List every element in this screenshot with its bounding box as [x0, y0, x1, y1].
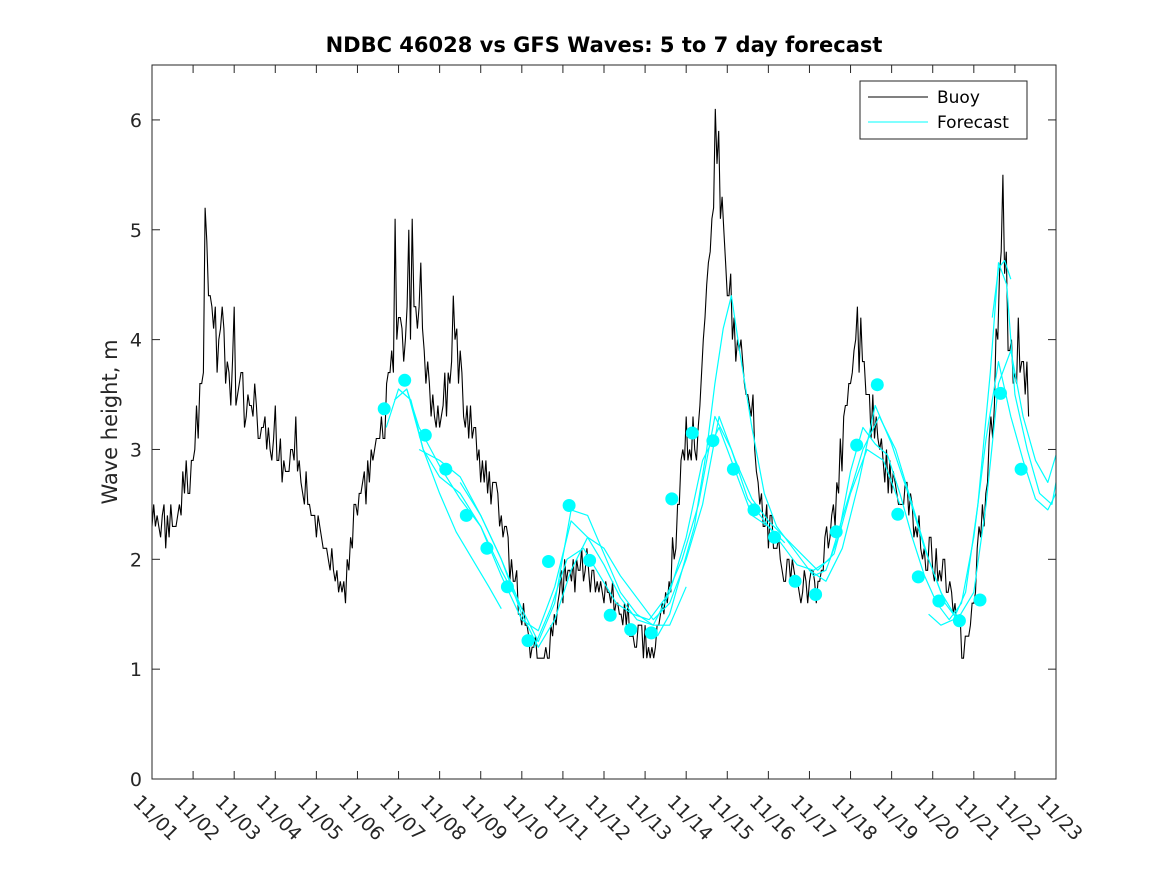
forecast-line-9 — [991, 259, 1012, 318]
y-tick-label: 6 — [130, 110, 142, 132]
forecast-point — [891, 507, 905, 521]
y-axis-label: Wave height, m — [98, 339, 122, 504]
legend-box — [859, 80, 1028, 140]
chart-title: NDBC 46028 vs GFS Waves: 5 to 7 day fore… — [326, 33, 883, 57]
forecast-line-7 — [809, 350, 1057, 621]
forecast-point — [418, 428, 432, 442]
y-tick-label: 3 — [130, 439, 142, 461]
forecast-point — [480, 541, 494, 555]
plot-frame — [151, 64, 1057, 780]
legend-buoy-label: Buoy — [937, 88, 980, 108]
buoy-series — [151, 108, 1030, 659]
forecast-point — [973, 593, 987, 607]
forecast-point — [439, 462, 453, 476]
forecast-point — [685, 426, 699, 440]
forecast-point — [809, 588, 823, 601]
forecast-point — [994, 386, 1007, 400]
forecast-point — [583, 553, 597, 567]
forecast-point — [521, 634, 535, 648]
forecast-point — [624, 623, 638, 637]
y-tick-label: 5 — [130, 220, 142, 242]
forecast-point — [644, 626, 658, 640]
axis-ticks — [151, 65, 1057, 780]
forecast-point — [377, 402, 391, 416]
forecast-point — [768, 530, 781, 544]
forecast-point — [829, 525, 843, 539]
forecast-point — [932, 594, 946, 608]
forecast-line-2 — [406, 388, 687, 632]
forecast-point — [603, 608, 617, 622]
forecast-point — [706, 434, 720, 448]
y-tick-label: 2 — [130, 549, 142, 571]
forecast-point — [726, 462, 740, 476]
forecast-point — [398, 373, 412, 387]
plot-area — [152, 65, 1056, 779]
forecast-point — [665, 492, 679, 506]
forecast-point — [500, 580, 514, 594]
buoy-line — [151, 108, 1030, 659]
forecast-point — [850, 438, 864, 452]
forecast-point — [747, 503, 761, 517]
legend: Buoy Forecast — [859, 80, 1028, 140]
forecast-line-6 — [656, 295, 1057, 637]
forecast-line-5 — [533, 415, 962, 648]
forecast-point — [870, 378, 884, 392]
forecast-point — [1014, 462, 1028, 476]
y-tick-label: 1 — [130, 659, 142, 681]
forecast-point — [562, 499, 576, 512]
forecast-line-4 — [459, 415, 901, 648]
y-tick-label: 0 — [130, 769, 142, 791]
forecast-point — [952, 614, 966, 628]
forecast-markers — [377, 373, 1028, 648]
forecast-point — [542, 555, 555, 568]
forecast-point — [788, 574, 802, 588]
forecast-point — [911, 570, 925, 584]
legend-forecast-label: Forecast — [937, 113, 1009, 133]
y-tick-label: 4 — [130, 330, 142, 352]
forecast-point — [459, 508, 473, 522]
